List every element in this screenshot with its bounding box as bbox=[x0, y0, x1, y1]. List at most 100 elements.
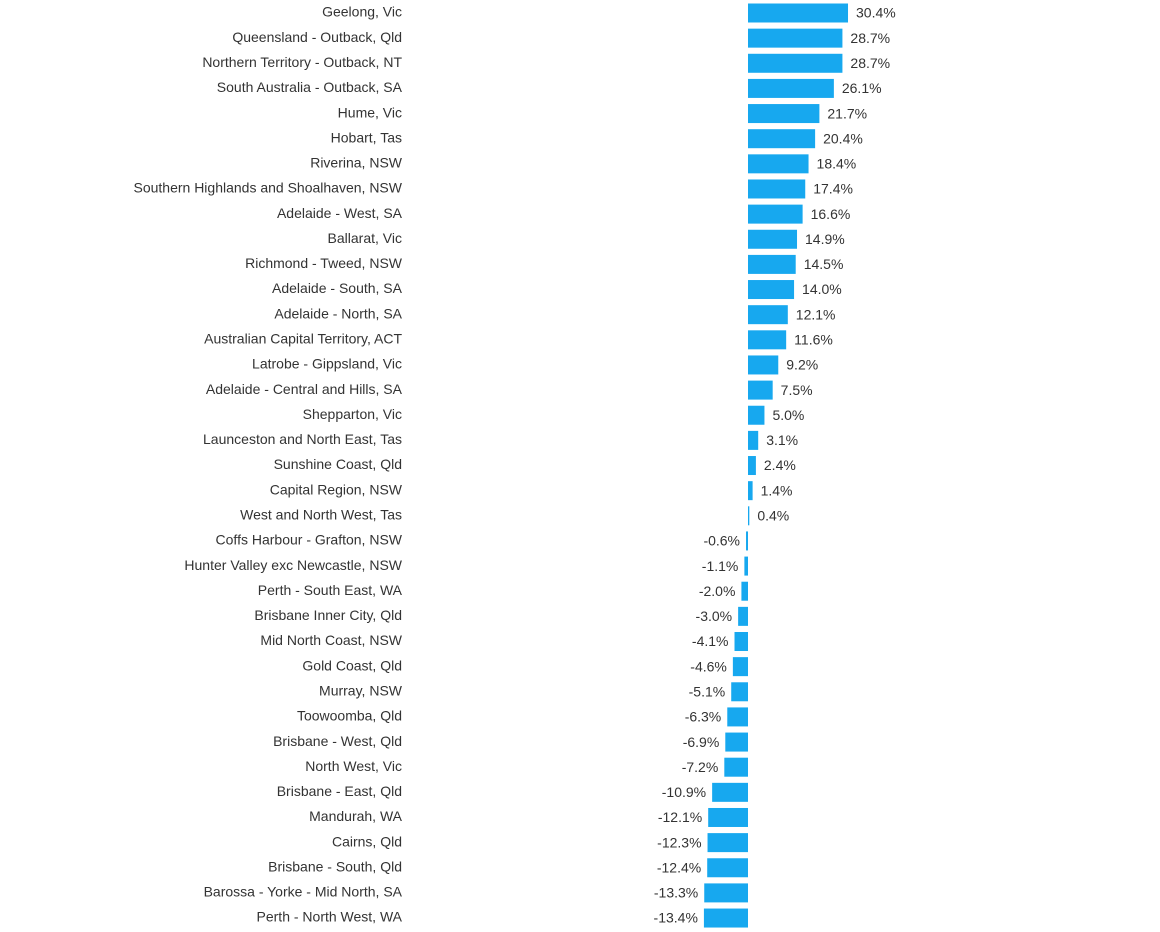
category-label: Brisbane - South, Qld bbox=[268, 858, 402, 874]
value-label: -4.1% bbox=[692, 633, 729, 649]
category-label: Brisbane Inner City, Qld bbox=[254, 607, 402, 623]
category-label: Toowoomba, Qld bbox=[297, 708, 402, 724]
bar bbox=[748, 229, 798, 249]
value-label: 12.1% bbox=[796, 306, 836, 322]
category-label: Hunter Valley exc Newcastle, NSW bbox=[184, 557, 402, 573]
category-label: Perth - North West, WA bbox=[257, 909, 403, 925]
category-label: Capital Region, NSW bbox=[270, 481, 403, 497]
bar bbox=[748, 430, 759, 450]
value-label: 3.1% bbox=[766, 432, 798, 448]
value-label: -6.3% bbox=[685, 709, 722, 725]
value-label: 7.5% bbox=[781, 382, 813, 398]
value-label: 21.7% bbox=[827, 105, 867, 121]
bar bbox=[748, 380, 773, 400]
value-label: 11.6% bbox=[794, 332, 833, 348]
category-label: Sunshine Coast, Qld bbox=[274, 456, 402, 472]
value-label: -12.3% bbox=[657, 834, 701, 850]
value-label: 9.2% bbox=[786, 357, 818, 373]
bar bbox=[748, 28, 843, 48]
bar bbox=[748, 53, 843, 73]
category-label: Latrobe - Gippsland, Vic bbox=[252, 356, 402, 372]
bar bbox=[746, 531, 748, 551]
bar bbox=[732, 657, 748, 677]
bar bbox=[738, 606, 748, 626]
value-label: 16.6% bbox=[811, 206, 851, 222]
value-label: 28.7% bbox=[850, 30, 890, 46]
bar bbox=[703, 908, 748, 928]
category-label: Hume, Vic bbox=[338, 104, 402, 120]
category-label: Ballarat, Vic bbox=[328, 230, 402, 246]
value-label: 0.4% bbox=[757, 508, 789, 524]
value-label: -13.3% bbox=[654, 885, 698, 901]
bar bbox=[725, 732, 748, 752]
value-label: -5.1% bbox=[689, 683, 726, 699]
bar bbox=[748, 481, 753, 501]
bar bbox=[744, 556, 748, 576]
bar bbox=[704, 883, 748, 903]
category-label: Shepparton, Vic bbox=[303, 406, 402, 422]
bar bbox=[707, 833, 748, 853]
category-label: Australian Capital Territory, ACT bbox=[204, 331, 402, 347]
category-label: Queensland - Outback, Qld bbox=[232, 29, 402, 45]
category-label: Hobart, Tas bbox=[331, 129, 402, 145]
bar bbox=[748, 179, 806, 199]
value-label: 26.1% bbox=[842, 80, 882, 96]
value-label: 30.4% bbox=[856, 5, 896, 21]
bar bbox=[748, 405, 765, 425]
value-label: -10.9% bbox=[662, 784, 706, 800]
bar bbox=[748, 154, 809, 174]
value-label: -12.4% bbox=[657, 859, 701, 875]
value-label: -4.6% bbox=[690, 658, 727, 674]
bar bbox=[741, 581, 748, 601]
category-label: Launceston and North East, Tas bbox=[203, 431, 402, 447]
category-label: Riverina, NSW bbox=[310, 155, 403, 171]
bar bbox=[727, 707, 748, 727]
bar bbox=[724, 757, 748, 777]
category-label: Richmond - Tweed, NSW bbox=[245, 255, 403, 271]
bar bbox=[734, 632, 748, 651]
bar bbox=[748, 129, 816, 149]
category-label: Perth - South East, WA bbox=[258, 582, 403, 598]
category-label: Adelaide - Central and Hills, SA bbox=[206, 381, 403, 397]
bar bbox=[708, 807, 748, 827]
category-label: Murray, NSW bbox=[319, 682, 403, 698]
value-label: 28.7% bbox=[850, 55, 890, 71]
category-label: Barossa - Yorke - Mid North, SA bbox=[204, 884, 403, 900]
bar bbox=[731, 682, 748, 702]
bar bbox=[748, 330, 787, 350]
category-label: Adelaide - South, SA bbox=[272, 280, 403, 296]
bar bbox=[748, 254, 796, 274]
value-label: 1.4% bbox=[761, 482, 793, 498]
bar bbox=[748, 305, 788, 325]
category-label: Mid North Coast, NSW bbox=[260, 632, 402, 648]
category-label: South Australia - Outback, SA bbox=[217, 79, 403, 95]
bar bbox=[748, 3, 849, 23]
category-label: Brisbane - East, Qld bbox=[277, 783, 402, 799]
value-label: 5.0% bbox=[772, 407, 804, 423]
value-label: 14.5% bbox=[804, 256, 844, 272]
value-label: -6.9% bbox=[683, 734, 720, 750]
category-label: Adelaide - West, SA bbox=[277, 205, 403, 221]
value-label: -12.1% bbox=[658, 809, 702, 825]
category-label: Geelong, Vic bbox=[322, 4, 402, 20]
category-label: Northern Territory - Outback, NT bbox=[202, 54, 402, 70]
value-label: 14.9% bbox=[805, 231, 845, 247]
category-label: Southern Highlands and Shoalhaven, NSW bbox=[133, 180, 402, 196]
value-label: -7.2% bbox=[682, 759, 719, 775]
value-label: 18.4% bbox=[817, 156, 857, 172]
category-label: Mandurah, WA bbox=[309, 808, 403, 824]
category-label: West and North West, Tas bbox=[240, 507, 402, 523]
bar bbox=[748, 78, 834, 98]
value-label: 17.4% bbox=[813, 181, 853, 197]
value-label: -2.0% bbox=[699, 583, 736, 599]
value-label: -13.4% bbox=[654, 910, 698, 926]
bar bbox=[707, 858, 748, 878]
bar bbox=[748, 204, 803, 224]
value-label: 2.4% bbox=[764, 457, 796, 473]
value-label: 20.4% bbox=[823, 130, 863, 146]
value-label: 14.0% bbox=[802, 281, 842, 297]
category-label: North West, Vic bbox=[305, 758, 402, 774]
category-label: Brisbane - West, Qld bbox=[273, 733, 402, 749]
category-label: Adelaide - North, SA bbox=[274, 305, 402, 321]
